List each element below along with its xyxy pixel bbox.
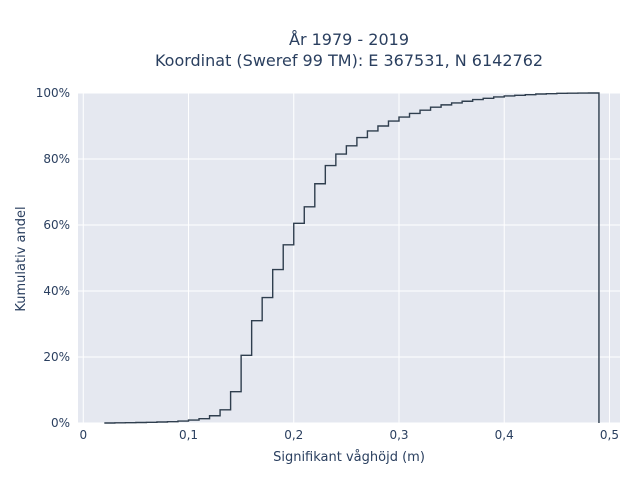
x-tick-label: 0,1 xyxy=(179,428,198,442)
x-tick-label: 0,3 xyxy=(389,428,408,442)
chart-title-line2: Koordinat (Sweref 99 TM): E 367531, N 61… xyxy=(155,51,543,70)
x-tick-label: 0,2 xyxy=(284,428,303,442)
plot-area xyxy=(78,93,620,423)
y-tick-label: 20% xyxy=(43,350,70,364)
x-tick-label: 0,4 xyxy=(495,428,514,442)
x-axis-label: Signifikant våghöjd (m) xyxy=(273,450,425,465)
x-gridlines xyxy=(82,93,610,423)
y-tick-label: 60% xyxy=(43,218,70,232)
x-tick-label: 0,5 xyxy=(600,428,619,442)
y-tick-label: 40% xyxy=(43,284,70,298)
y-axis-label: Kumulativ andel xyxy=(14,206,29,311)
y-gridlines xyxy=(78,92,620,424)
y-tick-label: 80% xyxy=(43,152,70,166)
y-tick-label: 0% xyxy=(51,416,70,430)
y-tick-label: 100% xyxy=(36,86,70,100)
y-tick-labels: 0% 20% 40% 60% 80% 100% xyxy=(36,86,70,430)
cdf-step-line xyxy=(104,92,600,424)
x-tick-labels: 0 0,1 0,2 0,3 0,4 0,5 xyxy=(79,428,619,442)
chart-title-line1: År 1979 - 2019 xyxy=(289,30,409,49)
x-tick-label: 0 xyxy=(79,428,87,442)
